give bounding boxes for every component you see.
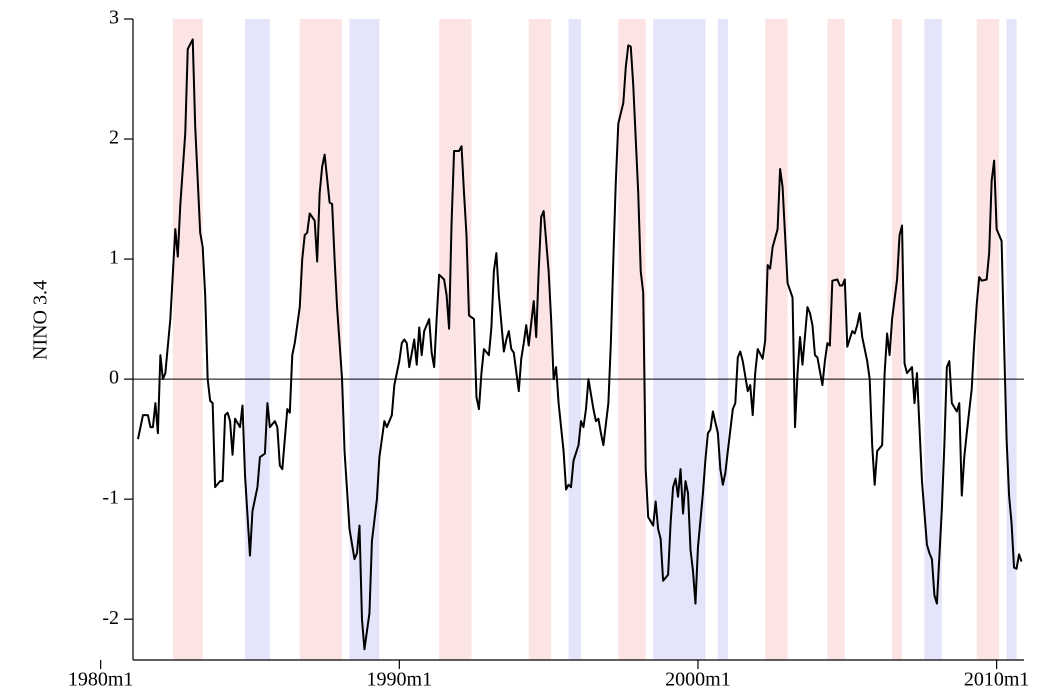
shaded-band — [528, 19, 552, 660]
shaded-band — [439, 19, 472, 660]
y-tick-label: 2 — [109, 127, 119, 149]
shaded-band — [568, 19, 581, 660]
shaded-band — [618, 19, 646, 660]
shaded-band — [717, 19, 728, 660]
shaded-band — [1006, 19, 1017, 660]
shaded-band — [892, 19, 903, 660]
y-tick-label: 0 — [109, 367, 119, 389]
y-tick-label: 3 — [109, 7, 119, 29]
shaded-band — [244, 19, 270, 660]
shaded-band — [172, 19, 203, 660]
shaded-band — [765, 19, 788, 660]
x-tick-label: 2000m1 — [665, 669, 731, 691]
shaded-band — [827, 19, 845, 660]
y-axis-title: NINO 3.4 — [30, 280, 52, 360]
y-tick-label: 1 — [109, 247, 119, 269]
x-tick-label: 1990m1 — [367, 669, 433, 691]
shaded-band — [349, 19, 380, 660]
shaded-band — [299, 19, 343, 660]
y-tick-label: -1 — [102, 487, 119, 509]
shaded-band — [976, 19, 1000, 660]
y-tick-label: -2 — [102, 607, 119, 629]
x-tick-label: 1980m1 — [68, 669, 134, 691]
x-tick-label: 2010m1 — [964, 669, 1030, 691]
shaded-band — [924, 19, 942, 660]
data-line — [137, 38, 1023, 651]
